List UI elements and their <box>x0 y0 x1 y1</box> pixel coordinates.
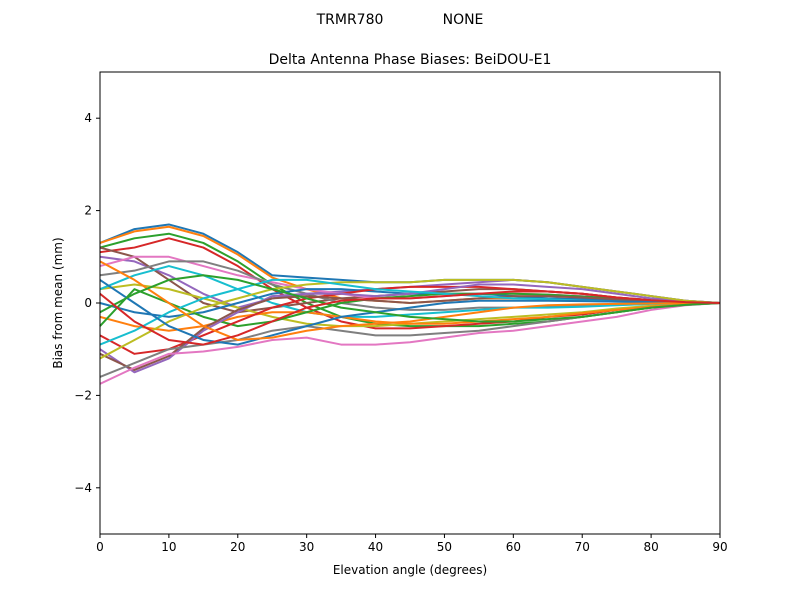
y-tick-label: −2 <box>74 388 92 402</box>
x-tick-label: 10 <box>161 540 176 554</box>
x-tick-label: 20 <box>230 540 245 554</box>
x-tick-label: 90 <box>712 540 727 554</box>
series-line-s24 <box>99 290 721 346</box>
x-tick-label: 70 <box>575 540 590 554</box>
x-tick-label: 40 <box>368 540 383 554</box>
plot-frame <box>99 71 721 535</box>
y-tick-label: 2 <box>84 204 92 218</box>
y-axis-label: Bias from mean (mm) <box>51 237 65 368</box>
series-lines <box>99 223 721 385</box>
series-line-s23 <box>99 274 721 323</box>
y-tick-label: 0 <box>84 296 92 310</box>
series-line-s15 <box>99 283 721 374</box>
y-tick-label: −4 <box>74 481 92 495</box>
x-tick-label: 60 <box>506 540 521 554</box>
axis-ticks: 0 10 20 30 40 50 60 70 80 90 −4 −2 0 2 4 <box>74 111 727 554</box>
x-axis-label: Elevation angle (degrees) <box>333 563 487 577</box>
x-tick-label: 0 <box>96 540 104 554</box>
suptitle-left: TRMR780 <box>316 12 384 28</box>
series-line-s21 <box>99 279 721 346</box>
series-line-s16 <box>99 295 721 371</box>
x-tick-label: 30 <box>299 540 314 554</box>
y-tick-label: 4 <box>84 111 92 125</box>
series-line-s22 <box>99 260 720 341</box>
chart-title: Delta Antenna Phase Biases: BeiDOU-E1 <box>269 52 552 68</box>
series-line-s17 <box>99 302 721 385</box>
x-tick-label: 80 <box>643 540 658 554</box>
x-tick-label: 50 <box>437 540 452 554</box>
suptitle-right: NONE <box>443 12 484 28</box>
series-line-s19 <box>99 278 721 360</box>
